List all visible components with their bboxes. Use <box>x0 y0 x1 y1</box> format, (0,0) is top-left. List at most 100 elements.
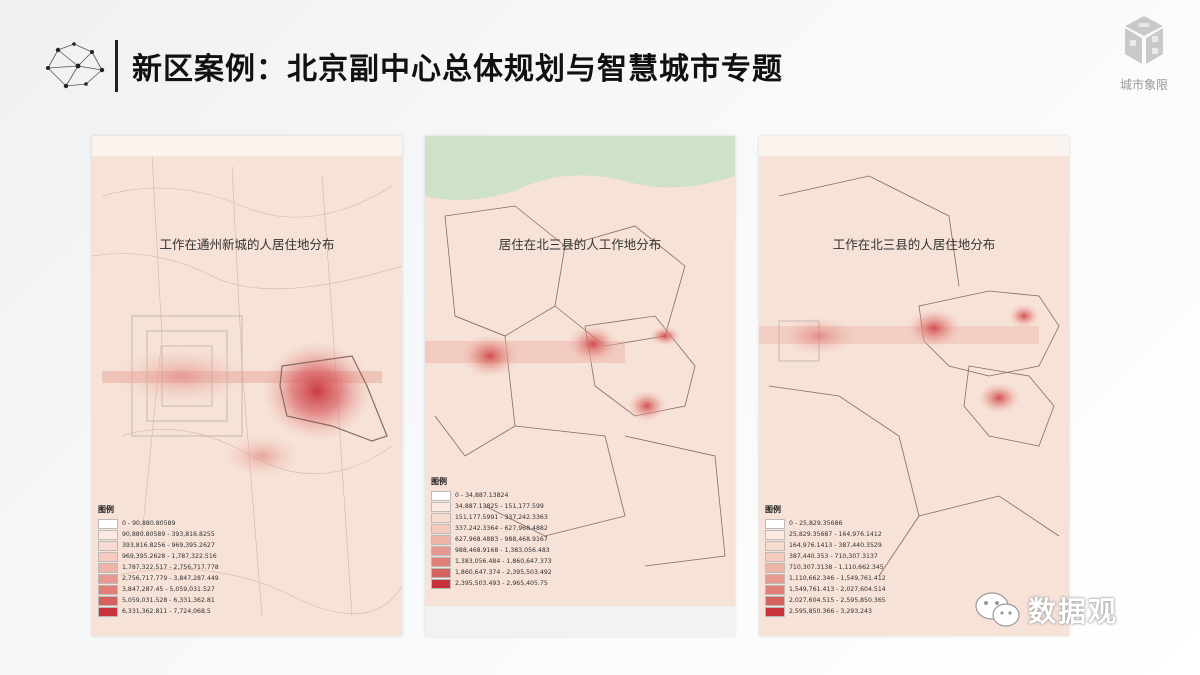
legend-swatch <box>431 545 451 556</box>
legend-label: 0 - 25,829.35686 <box>789 520 843 527</box>
legend-item: 627,968.4883 - 988,468.9167 <box>431 534 571 545</box>
legend-item: 1,860,647.374 - 2,395,503.492 <box>431 567 571 578</box>
legend-swatch <box>765 529 785 540</box>
legend-swatch <box>765 584 785 595</box>
legend-label: 988,468.9168 - 1,383,056.483 <box>455 547 550 554</box>
legend-label: 25,829.35687 - 164,976.1412 <box>789 531 882 538</box>
legend-item: 2,595,850.366 - 3,293,243 <box>765 606 905 617</box>
header-divider <box>115 40 118 92</box>
map-title: 工作在通州新城的人居住地分布 <box>159 237 335 252</box>
map-title: 居住在北三县的人工作地分布 <box>498 237 662 252</box>
brand-name: 城市象限 <box>1119 78 1168 92</box>
legend-label: 1,787,322.517 - 2,756,717.778 <box>122 564 219 571</box>
legend-swatch <box>98 529 118 540</box>
legend-item: 988,468.9168 - 1,383,056.483 <box>431 545 571 556</box>
page-title: 新区案例：北京副中心总体规划与智慧城市专题 <box>132 52 783 87</box>
legend-swatch <box>431 567 451 578</box>
legend-label: 5,059,031.528 - 6,331,362.81 <box>122 597 215 604</box>
network-logo-icon <box>46 42 105 89</box>
legend-label: 164,976.1413 - 387,440.3529 <box>789 542 882 549</box>
heat-map-2 <box>425 136 735 636</box>
legend-item: 6,331,362.811 - 7,724,068.5 <box>98 606 238 617</box>
legend-item: 25,829.35687 - 164,976.1412 <box>765 529 905 540</box>
legend-swatch <box>431 490 451 501</box>
legend-label: 6,331,362.811 - 7,724,068.5 <box>122 608 211 615</box>
legend-item: 90,880.80589 - 393,816.8255 <box>98 529 238 540</box>
legend-swatch <box>765 595 785 606</box>
legend-swatch <box>98 551 118 562</box>
legend-item: 0 - 25,829.35686 <box>765 518 905 529</box>
legend-item: 387,440.353 - 710,307.3137 <box>765 551 905 562</box>
legend-label: 0 - 90,880.80589 <box>122 520 176 527</box>
legend-item: 151,177.5991 - 337,242.3363 <box>431 512 571 523</box>
legend-item: 1,787,322.517 - 2,756,717.778 <box>98 562 238 573</box>
legend-title: 图例 <box>765 505 781 514</box>
legend-label: 34,887.13825 - 151,177.599 <box>455 503 544 510</box>
legend-item: 337,242.3364 - 627,968.4882 <box>431 523 571 534</box>
legend-label: 0 - 34,887.13824 <box>455 492 509 499</box>
legend-item: 5,059,031.528 - 6,331,362.81 <box>98 595 238 606</box>
legend-swatch <box>765 573 785 584</box>
legend-item: 2,395,503.493 - 2,965,405.75 <box>431 578 571 589</box>
legend-swatch <box>98 573 118 584</box>
legend-swatch <box>98 562 118 573</box>
wechat-watermark: 数据观 <box>974 590 1118 630</box>
legend-label: 393,816.8256 - 969,395.2627 <box>122 542 215 549</box>
heat-map-1 <box>92 136 402 636</box>
legend-item: 0 - 34,887.13824 <box>431 490 571 501</box>
legend-label: 1,110,662.346 - 1,549,761.412 <box>789 575 886 582</box>
legend-item: 393,816.8256 - 969,395.2627 <box>98 540 238 551</box>
legend-label: 151,177.5991 - 337,242.3363 <box>455 514 548 521</box>
legend-swatch <box>98 584 118 595</box>
legend-label: 2,595,850.366 - 3,293,243 <box>789 608 872 615</box>
legend-swatch <box>765 551 785 562</box>
legend-item: 1,110,662.346 - 1,549,761.412 <box>765 573 905 584</box>
legend-swatch <box>765 606 785 617</box>
legend-swatch <box>431 523 451 534</box>
map-legend: 图例 0 - 34,887.13824 34,887.13825 - 151,17… <box>431 476 571 589</box>
legend-item: 34,887.13825 - 151,177.599 <box>431 501 571 512</box>
map-panel-beisanxian-residents: 居住在北三县的人工作地分布 图例 0 - 34,887.13824 34,887.… <box>425 136 735 636</box>
legend-swatch <box>431 556 451 567</box>
legend-swatch <box>431 512 451 523</box>
legend-swatch <box>98 595 118 606</box>
brand-logo: 城市象限 <box>1112 12 1176 102</box>
map-title: 工作在北三县的人居住地分布 <box>832 237 996 252</box>
legend-swatch <box>98 540 118 551</box>
legend-title: 图例 <box>431 477 447 486</box>
legend-swatch <box>98 606 118 617</box>
legend-item: 2,027,604.515 - 2,595,850.365 <box>765 595 905 606</box>
legend-swatch <box>98 518 118 529</box>
legend-label: 2,756,717.779 - 3,847,287.449 <box>122 575 219 582</box>
wechat-icon <box>975 592 1020 627</box>
map-panel-beisanxian-workers: 工作在北三县的人居住地分布 图例 0 - 25,829.35686 25,829.… <box>759 136 1069 636</box>
legend-swatch <box>765 562 785 573</box>
legend-swatch <box>431 578 451 589</box>
legend-item: 969,395.2628 - 1,787,322.516 <box>98 551 238 562</box>
legend-label: 710,307.3138 - 1,110,662.345 <box>789 564 884 571</box>
legend-item: 1,549,761.413 - 2,027,604.514 <box>765 584 905 595</box>
legend-label: 2,395,503.493 - 2,965,405.75 <box>455 580 548 587</box>
legend-item: 0 - 90,880.80589 <box>98 518 238 529</box>
legend-swatch <box>765 518 785 529</box>
legend-label: 90,880.80589 - 393,816.8255 <box>122 531 215 538</box>
map-legend: 图例 0 - 25,829.35686 25,829.35687 - 164,97… <box>765 504 905 617</box>
map-legend: 图例 0 - 90,880.80589 90,880.80589 - 393,81… <box>98 504 238 617</box>
heat-map-3 <box>759 136 1069 636</box>
map-panel-tongzhou-workers: 工作在通州新城的人居住地分布 图例 0 - 90,880.80589 90,880… <box>92 136 402 636</box>
legend-label: 2,027,604.515 - 2,595,850.365 <box>789 597 886 604</box>
legend-item: 710,307.3138 - 1,110,662.345 <box>765 562 905 573</box>
legend-label: 1,549,761.413 - 2,027,604.514 <box>789 586 886 593</box>
legend-item: 3,847,287.45 - 5,059,031.527 <box>98 584 238 595</box>
legend-label: 627,968.4883 - 988,468.9167 <box>455 536 548 543</box>
watermark-text: 数据观 <box>1028 595 1119 628</box>
legend-swatch <box>431 501 451 512</box>
legend-label: 3,847,287.45 - 5,059,031.527 <box>122 586 215 593</box>
cube-logo-icon <box>1125 16 1163 64</box>
legend-item: 164,976.1413 - 387,440.3529 <box>765 540 905 551</box>
legend-label: 969,395.2628 - 1,787,322.516 <box>122 553 217 560</box>
legend-item: 1,383,056.484 - 1,860,647.373 <box>431 556 571 567</box>
legend-item: 2,756,717.779 - 3,847,287.449 <box>98 573 238 584</box>
legend-label: 387,440.353 - 710,307.3137 <box>789 553 878 560</box>
legend-swatch <box>765 540 785 551</box>
